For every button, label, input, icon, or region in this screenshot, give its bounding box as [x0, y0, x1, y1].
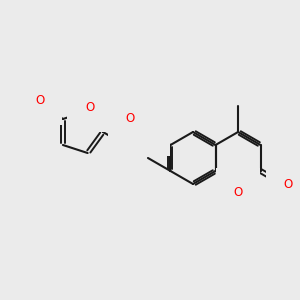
Text: N: N [144, 125, 152, 139]
Text: O: O [126, 112, 135, 125]
Text: O: O [85, 101, 94, 115]
Text: O: O [35, 94, 44, 107]
Text: O: O [233, 185, 243, 199]
Text: O: O [284, 178, 293, 190]
Text: H: H [135, 131, 143, 141]
